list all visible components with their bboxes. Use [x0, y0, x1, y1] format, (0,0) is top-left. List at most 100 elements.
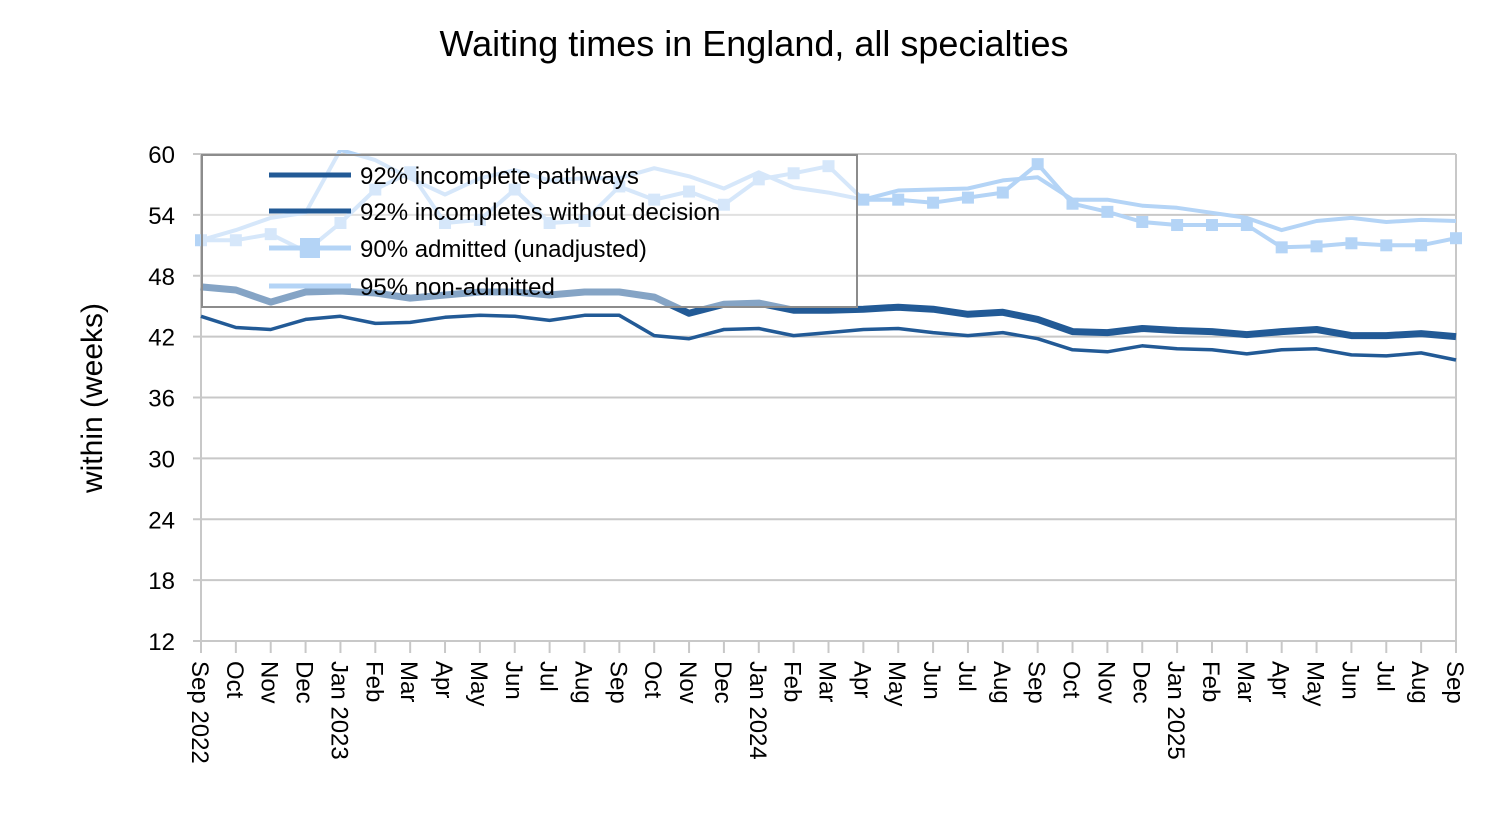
x-tick-label: Nov — [256, 661, 283, 704]
data-point — [404, 166, 417, 179]
data-point — [1205, 219, 1218, 232]
data-point — [683, 185, 696, 198]
legend-marker — [300, 238, 320, 258]
y-tick-label: 18 — [148, 568, 175, 595]
x-tick-label: Nov — [674, 661, 701, 704]
x-tick-label: Sep — [1441, 661, 1468, 704]
x-tick-label: Sep 2022 — [186, 661, 213, 764]
data-point — [369, 183, 382, 196]
x-tick-label: Oct — [1058, 661, 1085, 699]
data-point — [927, 196, 940, 209]
x-tick-label: Sep — [1023, 661, 1050, 704]
y-tick-label: 42 — [148, 325, 175, 352]
legend-item: 90% admitted (unadjusted) — [269, 236, 647, 263]
legend-label: 92% incompletes without decision — [360, 199, 720, 226]
data-point — [648, 193, 661, 206]
x-tick-label: Oct — [639, 661, 666, 699]
data-point — [578, 214, 591, 227]
data-point — [1240, 219, 1253, 232]
data-point — [264, 228, 277, 241]
data-point — [1066, 197, 1079, 210]
x-tick-label: Aug — [988, 661, 1015, 704]
x-tick-label: Jan 2025 — [1162, 661, 1189, 760]
x-tick-label: Jun — [500, 661, 527, 700]
data-point — [822, 160, 835, 173]
data-point — [996, 186, 1009, 199]
x-tick-label: Jan 2024 — [744, 661, 771, 760]
x-tick-label: Dec — [1127, 661, 1154, 704]
y-axis-ticks: 12 18 24 30 36 42 48 54 60 — [148, 142, 201, 656]
data-point — [1101, 205, 1114, 218]
series-line — [200, 313, 1457, 362]
x-tick-label: May — [465, 661, 492, 706]
x-tick-label: Mar — [814, 661, 841, 702]
series-3 — [200, 150, 1457, 243]
x-tick-label: Dec — [291, 661, 318, 704]
data-point — [1415, 239, 1428, 252]
data-point — [543, 216, 556, 229]
x-tick-label: Aug — [1406, 661, 1433, 704]
data-point — [1450, 232, 1462, 245]
data-point — [334, 216, 347, 229]
data-point — [439, 216, 452, 229]
series-layer — [195, 150, 1462, 362]
x-tick-label: Mar — [395, 661, 422, 702]
legend-label: 95% non-admitted — [360, 274, 555, 301]
x-tick-label: Apr — [430, 661, 457, 698]
x-tick-label: Dec — [709, 661, 736, 704]
series-line — [200, 283, 1457, 341]
x-tick-label: May — [883, 661, 910, 706]
y-tick-label: 48 — [148, 264, 175, 291]
series-line — [200, 150, 1457, 243]
data-point — [857, 193, 870, 206]
x-tick-label: Apr — [1267, 661, 1294, 698]
x-tick-label: Mar — [1232, 661, 1259, 702]
x-tick-label: Jul — [535, 661, 562, 692]
legend-label: 90% admitted (unadjusted) — [360, 236, 647, 263]
data-point — [1136, 215, 1149, 228]
series-2 — [195, 158, 1462, 258]
data-point — [1310, 240, 1323, 253]
y-tick-label: 54 — [148, 203, 175, 230]
series-0 — [200, 283, 1457, 341]
data-point — [961, 191, 974, 204]
y-tick-label: 36 — [148, 386, 175, 413]
x-tick-label: Jun — [918, 661, 945, 700]
x-tick-label: Nov — [1092, 661, 1119, 704]
legend-label: 92% incomplete pathways — [360, 163, 639, 190]
x-tick-label: Jul — [1371, 661, 1398, 692]
y-tick-label: 24 — [148, 507, 175, 534]
data-point — [508, 183, 521, 196]
data-point — [1380, 239, 1393, 252]
data-point — [229, 234, 242, 247]
data-point — [1345, 237, 1358, 250]
data-point — [613, 180, 626, 193]
data-point — [1031, 158, 1044, 171]
x-tick-label: May — [1302, 661, 1329, 706]
x-tick-label: Sep — [604, 661, 631, 704]
x-tick-label: Jan 2023 — [325, 661, 352, 760]
series-1 — [200, 313, 1457, 362]
x-tick-label: Aug — [569, 661, 596, 704]
legend-item: 92% incomplete pathways — [269, 163, 639, 190]
y-tick-label: 12 — [148, 629, 175, 656]
x-tick-label: Feb — [1197, 661, 1224, 702]
x-tick-label: Apr — [848, 661, 875, 698]
x-tick-label: Feb — [779, 661, 806, 702]
x-tick-label: Jul — [953, 661, 980, 692]
y-axis-label: within (weeks) — [76, 303, 109, 494]
legend-item: 92% incompletes without decision — [269, 199, 720, 226]
data-point — [1275, 241, 1288, 254]
data-point — [787, 167, 800, 180]
data-point — [473, 213, 486, 226]
x-axis-ticks: Sep 2022 Oct Nov Dec Jan 2023 Feb Mar Apr May Jun… — [186, 641, 1468, 764]
x-tick-label: Oct — [221, 661, 248, 699]
x-tick-label: Feb — [360, 661, 387, 702]
chart-title: Waiting times in England, all specialtie… — [440, 23, 1069, 64]
data-point — [717, 198, 730, 211]
y-tick-label: 30 — [148, 446, 175, 473]
data-point — [892, 193, 905, 206]
x-tick-label: Jun — [1336, 661, 1363, 700]
data-point — [1171, 219, 1184, 232]
